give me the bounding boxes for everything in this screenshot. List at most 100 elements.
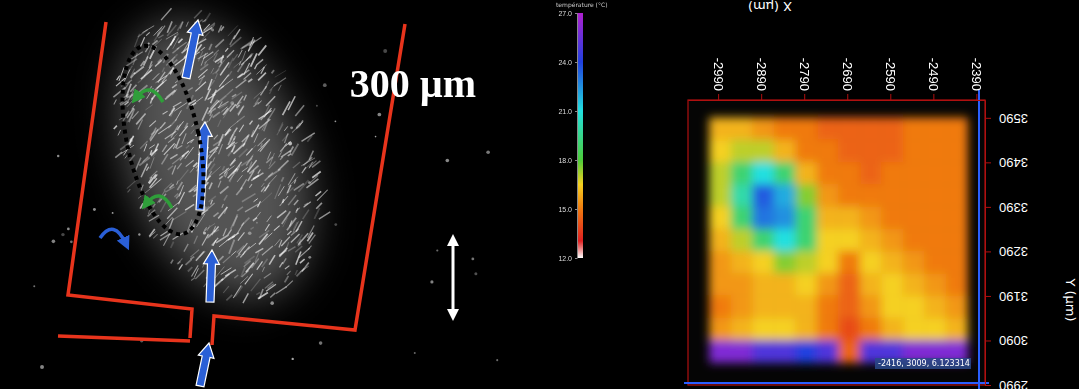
- y-axis: 2990309031903290339034903590: [985, 101, 1028, 389]
- streak: [295, 105, 304, 116]
- streak: [314, 208, 319, 219]
- streak: [238, 107, 243, 114]
- streak: [309, 162, 313, 168]
- streak: [293, 162, 300, 168]
- streak: [166, 217, 173, 224]
- streak: [298, 233, 308, 244]
- streak: [261, 193, 272, 203]
- streak: [264, 119, 269, 132]
- speck: [57, 155, 59, 157]
- streak: [317, 190, 328, 201]
- streak: [278, 160, 288, 170]
- streak: [228, 71, 232, 76]
- cell: [753, 162, 775, 184]
- scale-label: 300 µm: [350, 61, 476, 106]
- cell: [753, 251, 775, 273]
- streak: [293, 222, 297, 230]
- streak: [186, 22, 188, 27]
- streak: [188, 267, 192, 271]
- colorbar-tick-mark: [575, 258, 577, 259]
- streak: [259, 234, 268, 245]
- streak: [190, 257, 194, 260]
- streak: [219, 256, 224, 261]
- streak: [230, 35, 235, 44]
- streak: [120, 101, 127, 105]
- streak: [215, 73, 218, 79]
- vortex-arrow: [136, 90, 163, 102]
- streak: [232, 94, 236, 97]
- streak: [179, 185, 184, 196]
- cell: [882, 162, 904, 184]
- streak: [287, 271, 291, 275]
- cell: [882, 274, 904, 296]
- cell: [774, 185, 796, 207]
- streak: [114, 126, 117, 129]
- cell: [839, 185, 861, 207]
- cell: [839, 296, 861, 318]
- streak: [141, 185, 143, 191]
- streak: [260, 139, 270, 151]
- streak: [265, 81, 269, 89]
- speck: [61, 233, 64, 236]
- streak: [153, 234, 157, 238]
- streak: [194, 236, 198, 244]
- cell: [860, 207, 882, 229]
- x-tick-label: -2890: [754, 58, 769, 91]
- streak: [218, 134, 223, 146]
- speck: [288, 142, 292, 146]
- cell: [753, 318, 775, 340]
- streak: [262, 259, 268, 267]
- streak: [251, 173, 263, 181]
- streak: [213, 240, 216, 246]
- cell: [710, 162, 732, 184]
- streak: [226, 89, 233, 95]
- streak: [258, 45, 266, 55]
- streak: [242, 194, 256, 202]
- figure: 300 µm-2990-2890-2790-2690-2590-2490-239…: [0, 0, 1079, 389]
- channel-inlet-bottom: [58, 336, 190, 341]
- speck: [256, 222, 258, 224]
- speck: [436, 249, 438, 251]
- plot-background: [688, 100, 985, 385]
- streak: [237, 207, 243, 211]
- y-tick-mark: [985, 251, 991, 252]
- cell: [903, 207, 925, 229]
- streak: [208, 171, 212, 177]
- streak: [209, 196, 216, 202]
- streak: [186, 259, 192, 265]
- cell: [731, 118, 753, 140]
- streak: [220, 54, 231, 63]
- cell: [882, 296, 904, 318]
- streak: [161, 8, 171, 20]
- streak: [211, 68, 214, 73]
- cell: [860, 318, 882, 340]
- streak: [160, 231, 167, 236]
- cell: [903, 140, 925, 162]
- streak: [222, 204, 224, 208]
- streak: [302, 167, 306, 173]
- streak: [173, 212, 186, 220]
- streak: [213, 158, 215, 163]
- streak: [245, 274, 253, 285]
- streak: [209, 147, 218, 159]
- streak: [252, 125, 259, 138]
- streak: [227, 50, 234, 57]
- streak: [233, 54, 238, 61]
- x-tick: -2590: [883, 58, 898, 100]
- streak: [223, 286, 229, 293]
- cell: [753, 229, 775, 251]
- streak: [190, 250, 199, 258]
- streak: [295, 270, 297, 275]
- streak: [249, 184, 252, 188]
- speck: [383, 49, 387, 53]
- streak: [172, 165, 176, 174]
- streak: [209, 183, 212, 190]
- vortex-outline: [108, 39, 218, 242]
- cell: [860, 229, 882, 251]
- speck: [112, 212, 114, 214]
- cell: [774, 318, 796, 340]
- streak: [208, 79, 212, 90]
- streak: [163, 234, 169, 246]
- x-tick-mark: [804, 94, 805, 100]
- streak: [145, 105, 152, 110]
